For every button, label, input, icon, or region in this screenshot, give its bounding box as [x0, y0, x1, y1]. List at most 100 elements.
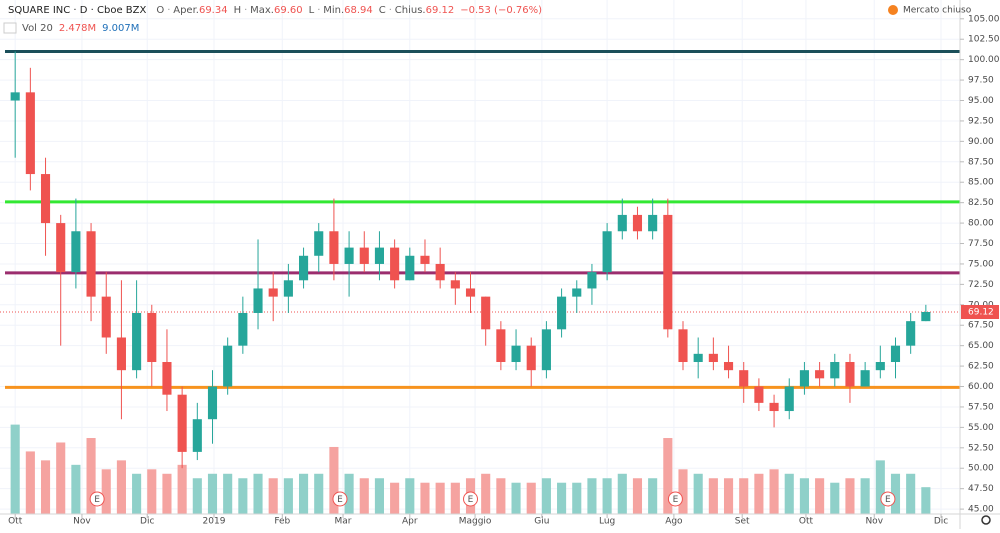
candle-body [405, 255, 415, 281]
volume-bar [557, 482, 567, 514]
x-tick-label: Dic [140, 517, 154, 527]
volume-bar [359, 478, 369, 514]
x-tick-label: Lug [599, 517, 615, 527]
volume-bar [71, 464, 81, 514]
volume-bar [177, 464, 187, 514]
candle-body [329, 231, 339, 264]
volume-bar [815, 478, 825, 514]
candle-body [890, 345, 901, 363]
y-tick-label: 85.00 [968, 178, 994, 188]
candle-body [496, 329, 506, 363]
volume-bar [192, 478, 202, 514]
volume-bar [890, 473, 901, 514]
y-tick-label: 102.50 [968, 35, 1000, 45]
x-tick-label: 2019 [203, 517, 226, 527]
volume-value: 2.478M [59, 23, 96, 34]
x-tick-label: Mar [335, 517, 352, 527]
candle-body [283, 280, 293, 297]
candle-body [374, 247, 384, 264]
volume-bar [344, 473, 354, 514]
candle-body [739, 370, 749, 387]
volume-bar [147, 469, 157, 514]
volume-bar [329, 446, 339, 514]
volume-bar [450, 482, 460, 514]
candle-body [40, 174, 51, 224]
candle-body [708, 353, 718, 363]
candle-body [799, 370, 809, 387]
event-marker [89, 491, 105, 507]
y-tick-label: 57.50 [968, 402, 994, 412]
separator: · [167, 5, 170, 16]
candle-body [10, 92, 20, 101]
volume-bar [587, 478, 597, 514]
event-label: E [673, 495, 679, 505]
volume-bar [374, 478, 384, 514]
candle-body [116, 337, 126, 371]
volume-bar [875, 460, 885, 514]
collapse-button [3, 22, 17, 34]
candle-body [207, 386, 218, 420]
candle-body [25, 92, 35, 175]
volume-bar [860, 478, 870, 514]
y-tick-label: 65.00 [968, 341, 994, 351]
volume-bar [799, 478, 809, 514]
ohlc-label: Aper. [173, 5, 199, 16]
y-tick-label: 97.50 [968, 76, 994, 86]
volume-bar [238, 478, 248, 514]
volume-bar [693, 473, 703, 514]
candle-body [56, 223, 66, 273]
candle-body [238, 312, 248, 346]
volume-bar [405, 478, 415, 514]
candle-body [557, 296, 567, 330]
x-tick-label: Ott [8, 517, 23, 527]
y-tick-label: 82.50 [968, 198, 994, 208]
volume-bar [435, 482, 445, 514]
candle-body [314, 231, 324, 256]
candle-body [648, 214, 658, 232]
candle-body [162, 362, 172, 395]
y-tick-label: 62.50 [968, 362, 994, 372]
y-tick-label: 45.00 [968, 505, 994, 515]
candle-body [390, 247, 400, 281]
y-tick-label: 80.00 [968, 219, 994, 229]
volume-bar [632, 478, 643, 514]
candle-body [177, 394, 187, 452]
event-marker [880, 491, 896, 507]
y-tick-label: 72.50 [968, 280, 994, 290]
x-tick-label: Nov [865, 517, 883, 527]
candle-body [299, 255, 309, 281]
volume-bar [101, 469, 111, 514]
y-tick-label: 50.00 [968, 464, 994, 474]
candle-body [101, 296, 111, 338]
y-tick-label: 47.50 [968, 484, 994, 494]
volume-bar [648, 478, 658, 514]
candle-body [875, 362, 885, 371]
volume-bar [496, 478, 506, 514]
y-tick-label: 52.50 [968, 443, 994, 453]
volume-bar [572, 482, 582, 514]
volume-bar [708, 478, 718, 514]
event-marker [332, 491, 348, 507]
volume-bar [845, 478, 855, 514]
volume-bar [86, 438, 96, 514]
volume-bar [420, 482, 430, 514]
x-tick-label: Ago [665, 517, 683, 527]
x-tick-label: Dic [934, 517, 948, 527]
candle-body [253, 288, 263, 313]
x-tick-label: Nov [73, 517, 91, 527]
settings-icon[interactable] [981, 515, 991, 525]
status-icon [888, 5, 898, 15]
ohlc-key: O [156, 5, 164, 16]
last-price-box [961, 304, 999, 319]
candle-body [815, 370, 825, 379]
ohlc-label: Chius. [395, 5, 426, 16]
separator: · [389, 5, 392, 16]
candle-body [693, 353, 703, 363]
event-marker [463, 491, 479, 507]
chart-title: SQUARE INC · D · Cboe BZX [8, 5, 146, 16]
volume-bar [602, 478, 612, 514]
volume-bar [830, 482, 840, 514]
volume-bar [116, 460, 126, 514]
